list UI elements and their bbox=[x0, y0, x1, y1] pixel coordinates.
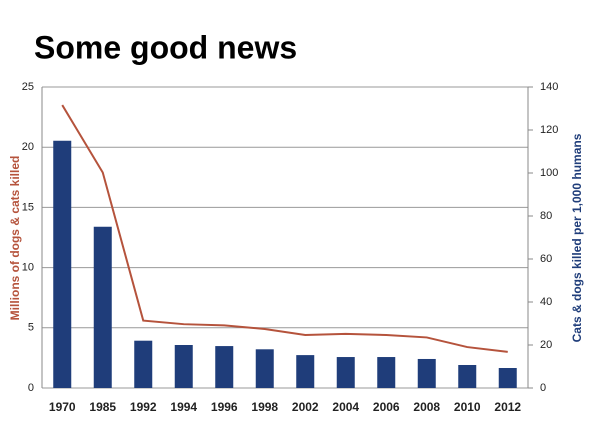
y-axis-label: Millions of dogs & cats killed bbox=[8, 156, 22, 321]
y-tick-label: 25 bbox=[22, 81, 34, 93]
bar bbox=[134, 340, 153, 388]
x-tick-label: 1992 bbox=[130, 400, 157, 414]
y2-tick-label: 140 bbox=[540, 81, 558, 93]
y-tick-label: 5 bbox=[28, 322, 34, 334]
x-tick-label: 2010 bbox=[454, 400, 481, 414]
x-tick-label: 1985 bbox=[89, 400, 116, 414]
x-tick-label: 2012 bbox=[494, 400, 521, 414]
bar bbox=[377, 357, 396, 388]
x-tick-label: 2008 bbox=[413, 400, 440, 414]
bar bbox=[255, 349, 274, 388]
x-tick-label: 2006 bbox=[373, 400, 400, 414]
bar bbox=[93, 226, 112, 388]
y-tick-label: 0 bbox=[28, 382, 34, 394]
bar bbox=[53, 140, 72, 388]
x-tick-label: 1970 bbox=[49, 400, 76, 414]
bar bbox=[174, 345, 193, 388]
y-tick-label: 15 bbox=[22, 201, 34, 213]
bar bbox=[215, 346, 234, 388]
bar bbox=[417, 358, 436, 388]
x-tick-label: 2004 bbox=[332, 400, 359, 414]
x-tick-label: 1994 bbox=[170, 400, 197, 414]
y2-tick-label: 80 bbox=[540, 210, 552, 222]
x-tick-label: 1998 bbox=[251, 400, 278, 414]
bar bbox=[336, 357, 355, 388]
y2-tick-label: 40 bbox=[540, 296, 552, 308]
y2-tick-label: 60 bbox=[540, 253, 552, 265]
y2-tick-label: 120 bbox=[540, 124, 558, 136]
bar bbox=[296, 355, 315, 388]
x-tick-label: 2002 bbox=[292, 400, 319, 414]
bar bbox=[458, 364, 477, 388]
y-tick-label: 10 bbox=[22, 262, 34, 274]
y-tick-label: 20 bbox=[22, 141, 34, 153]
y2-axis-label: Cats & dogs killed per 1,000 humans bbox=[570, 133, 584, 342]
chart-title: Some good news bbox=[34, 29, 297, 65]
y2-tick-label: 20 bbox=[540, 339, 552, 351]
y2-tick-label: 0 bbox=[540, 382, 546, 394]
line bbox=[61, 104, 508, 353]
bar bbox=[498, 368, 517, 388]
x-tick-label: 1996 bbox=[211, 400, 238, 414]
y2-tick-label: 100 bbox=[540, 167, 558, 179]
